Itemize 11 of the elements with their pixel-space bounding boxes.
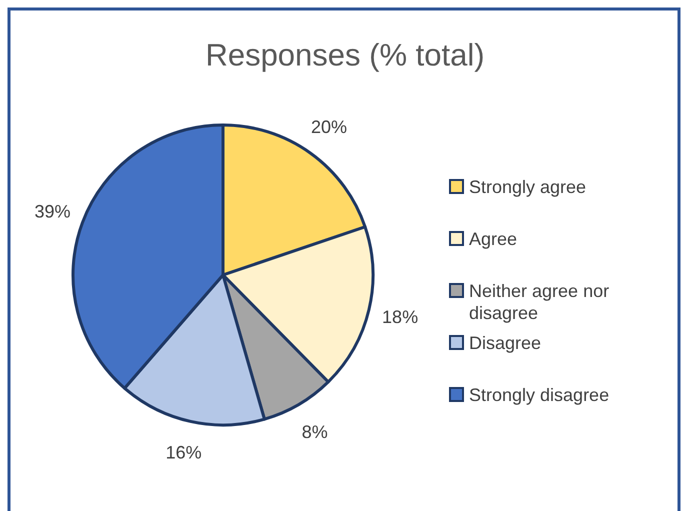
- data-label: 20%: [311, 117, 348, 138]
- data-label: 39%: [34, 201, 71, 222]
- data-label: 16%: [166, 442, 202, 463]
- data-label: 18%: [382, 307, 418, 328]
- legend-label: Strongly disagree: [469, 385, 610, 405]
- legend-label: Neither agree nor disagree: [469, 281, 610, 323]
- legend-label: Disagree: [469, 333, 542, 353]
- legend-label: Strongly agree: [469, 177, 586, 197]
- data-label: 8%: [302, 422, 328, 442]
- legend-label: Agree: [469, 229, 518, 249]
- chart-title: Responses (% total): [205, 38, 485, 72]
